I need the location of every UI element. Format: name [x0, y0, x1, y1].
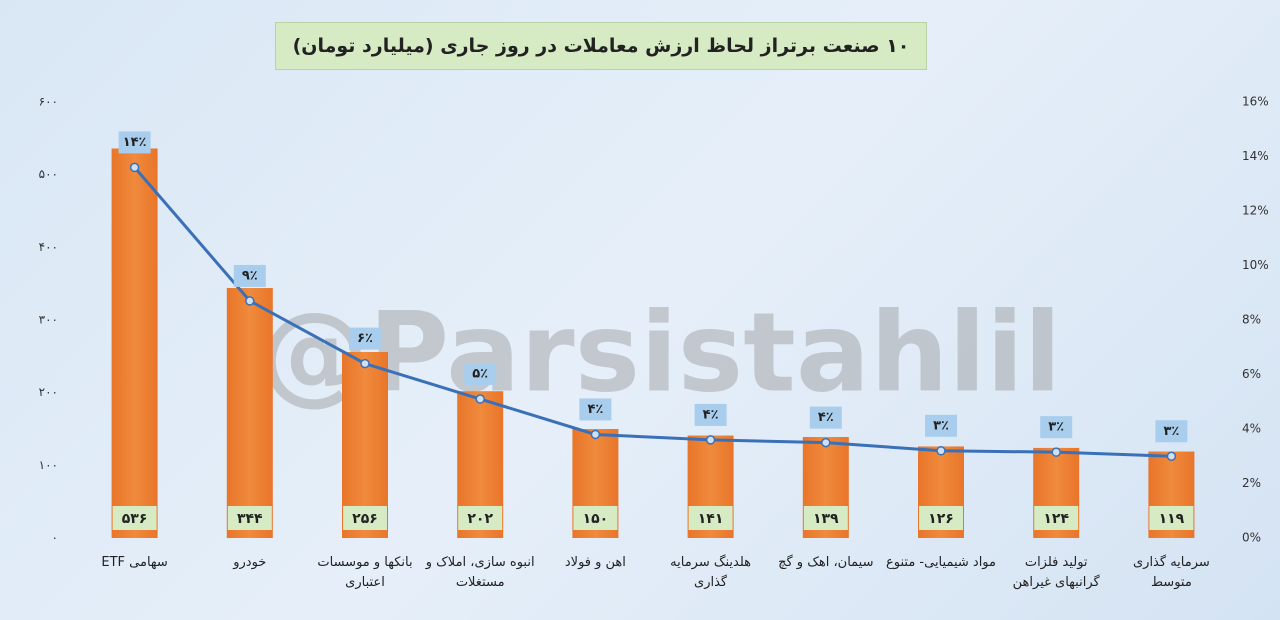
value-label: ۱۲۶ — [928, 511, 954, 527]
pct-label-box — [694, 403, 727, 426]
value-label: ۵۳۶ — [122, 511, 148, 527]
x-tick-label: مواد شیمیایی- متنوع — [886, 555, 996, 570]
pct-label: ۴٪ — [818, 410, 834, 425]
value-label-box — [458, 506, 503, 530]
value-label: ۱۳۹ — [813, 511, 839, 527]
x-tick-label: بانکها و موسسات اعتباری — [317, 555, 413, 590]
x-tick-label: سرمایه گذاری متوسط — [1132, 555, 1210, 590]
pct-label-box — [925, 414, 957, 437]
y2-tick-label: 16% — [1242, 95, 1269, 109]
pct-label-box — [349, 327, 381, 350]
line-marker — [821, 437, 831, 448]
value-label-box — [343, 506, 387, 530]
value-label: ۱۵۰ — [583, 511, 609, 527]
value-label: ۱۴۱ — [698, 511, 724, 527]
line-marker — [705, 435, 716, 445]
pct-label: ۴٪ — [703, 407, 719, 422]
value-label: ۱۱۹ — [1159, 511, 1185, 527]
value-label-box — [573, 506, 618, 530]
value-label-box — [112, 506, 157, 530]
y2-tick-label: 4% — [1242, 422, 1261, 436]
pct-label-box — [233, 264, 266, 287]
y-tick-label: ۰ — [52, 531, 58, 545]
pct-label-box — [579, 398, 612, 421]
x-tick-label: هلدینگ سرمایه گذاری — [670, 555, 752, 590]
value-label-box — [919, 506, 963, 530]
pct-label: ۳٪ — [933, 418, 949, 433]
pct-label: ۳٪ — [1048, 420, 1064, 435]
y2-tick-label: 8% — [1242, 313, 1261, 327]
watermark: @Parsistahlil — [258, 288, 1061, 416]
line-marker — [1051, 447, 1061, 457]
y2-tick-label: 2% — [1242, 476, 1261, 490]
pct-label-box — [1040, 416, 1073, 439]
pct-label: ۹٪ — [242, 268, 258, 283]
pct-label-box — [809, 406, 842, 429]
x-tick-label: خودرو — [233, 555, 267, 570]
pct-label: ۴٪ — [587, 402, 603, 417]
value-label-box — [688, 506, 733, 530]
y-tick-label: ۲۰۰ — [39, 385, 58, 399]
pct-label: ۶٪ — [357, 331, 373, 346]
x-tick-label: انبوه سازی، املاک و مستغلات — [425, 555, 535, 590]
value-label: ۱۲۴ — [1043, 511, 1069, 527]
value-label: ۲۵۶ — [352, 511, 378, 527]
y2-tick-label: 14% — [1242, 149, 1269, 163]
value-label-box — [1034, 506, 1079, 530]
y-tick-label: ۳۰۰ — [39, 313, 58, 327]
value-label: ۲۰۲ — [467, 511, 493, 527]
value-label-box — [1149, 506, 1194, 530]
y-tick-label: ۴۰۰ — [39, 240, 58, 254]
pct-label: ۱۴٪ — [123, 135, 147, 150]
value-label-box — [803, 506, 848, 530]
y2-tick-label: 10% — [1242, 258, 1269, 272]
x-tick-label: سیمان، اهک و گچ — [778, 555, 874, 570]
line-marker — [936, 446, 946, 456]
y-tick-label: ۵۰۰ — [39, 167, 58, 181]
pct-label-box — [1155, 420, 1188, 443]
line-marker — [245, 296, 255, 306]
line — [133, 166, 1172, 458]
value-label: ۳۴۴ — [237, 511, 263, 527]
line-marker — [475, 394, 485, 404]
line-marker — [1166, 451, 1177, 461]
bar — [111, 148, 158, 539]
pct-label-box — [464, 363, 497, 386]
x-tick-label: تولید فلزات گرانبهای غیراهن — [1012, 555, 1100, 590]
line-marker — [129, 162, 140, 173]
bar — [226, 288, 273, 538]
x-tick-label: اهن و فولاد — [564, 555, 626, 570]
y-tick-label: ۶۰۰ — [39, 95, 58, 109]
line-marker — [360, 358, 370, 369]
line-marker — [590, 429, 601, 440]
pct-label: ۵٪ — [472, 367, 488, 382]
y2-tick-label: 0% — [1242, 531, 1261, 545]
pct-label: ۳٪ — [1163, 424, 1179, 439]
y-tick-label: ۱۰۰ — [39, 458, 58, 472]
pct-label-box — [118, 131, 151, 154]
x-tick-label: سهامی ETF — [101, 555, 168, 570]
chart-title: ۱۰ صنعت برتراز لحاظ ارزش معاملات در روز … — [275, 22, 927, 70]
value-label-box — [227, 506, 272, 530]
y2-tick-label: 12% — [1242, 204, 1269, 218]
y2-tick-label: 6% — [1242, 367, 1261, 381]
